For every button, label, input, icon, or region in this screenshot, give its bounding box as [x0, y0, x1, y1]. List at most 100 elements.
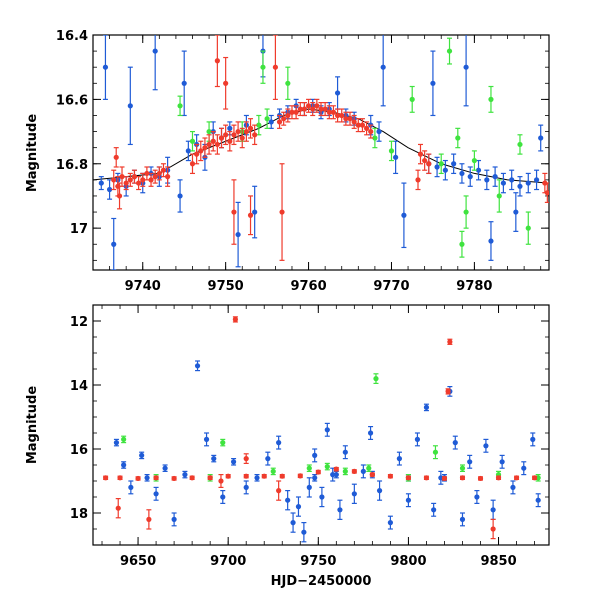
top-red-point	[206, 134, 212, 155]
top-red-point	[279, 163, 285, 261]
bottom-red-point	[135, 475, 141, 482]
top-red-point	[339, 108, 345, 123]
top-red-point	[223, 56, 229, 110]
bottom-blue-point	[351, 483, 357, 504]
bottom-blue-point	[342, 445, 348, 460]
top-blue-point	[451, 153, 457, 175]
bottom-red-point	[351, 468, 357, 474]
top-red-point	[148, 172, 154, 187]
bottom-red-point	[276, 480, 282, 501]
bottom-blue-point	[376, 480, 383, 501]
top-green-point	[525, 211, 531, 245]
top-green-point	[264, 108, 270, 129]
bottom-red-point	[531, 475, 538, 481]
bottom-green-point	[306, 464, 312, 472]
bottom-red-point	[103, 475, 109, 481]
top-red-point	[330, 105, 337, 120]
bottom-red-point	[387, 473, 393, 479]
bottom-red-point	[218, 474, 224, 488]
bottom-green-point	[270, 467, 276, 476]
top-blue-point	[185, 140, 191, 162]
top-green-point	[372, 127, 378, 149]
bottom-blue-point	[483, 438, 489, 453]
bottom-blue-point	[194, 360, 201, 372]
bottom-y-tick-label: 16	[70, 443, 88, 458]
top-red-point	[136, 176, 142, 191]
bottom-blue-point	[276, 435, 282, 450]
bottom-blue-point	[333, 470, 339, 479]
bottom-red-point	[243, 453, 249, 464]
bottom-red-point	[261, 473, 267, 479]
top-red-point	[426, 153, 432, 175]
bottom-blue-point	[295, 496, 302, 517]
top-blue-point	[393, 140, 399, 175]
top-blue-point	[401, 182, 407, 249]
bottom-blue-point	[312, 448, 318, 463]
top-red-point	[351, 114, 357, 129]
top-red-point	[144, 166, 150, 181]
bottom-blue-point	[312, 474, 318, 482]
top-blue-point	[102, 35, 109, 100]
top-blue-point	[492, 166, 498, 187]
top-blue-point	[434, 156, 440, 178]
bottom-red-point	[315, 469, 321, 475]
bottom-green-point	[432, 445, 439, 460]
bottom-blue-point	[405, 493, 412, 508]
bottom-red-point	[225, 473, 231, 479]
bottom-y-tick-label: 14	[70, 379, 88, 394]
bottom-blue-point	[535, 493, 541, 508]
bottom-blue-point	[306, 477, 312, 498]
top-blue-point	[111, 217, 117, 270]
top-red-point	[544, 182, 549, 203]
bottom-blue-point	[113, 438, 120, 447]
top-green-point	[388, 140, 395, 162]
top-blue-point	[376, 121, 382, 142]
bottom-red-point	[445, 388, 451, 395]
top-data-layer	[93, 35, 549, 270]
top-green-point	[446, 37, 453, 65]
top-red-point	[111, 169, 117, 191]
top-red-point	[218, 127, 225, 149]
bottom-red-point	[441, 475, 448, 482]
top-red-point	[156, 166, 162, 181]
bottom-red-point	[513, 475, 520, 481]
bottom-blue-point	[153, 486, 159, 501]
top-red-point	[116, 182, 123, 210]
top-red-point	[123, 176, 129, 191]
bottom-red-point	[232, 316, 238, 323]
bottom-axis-ticks: 9650 9700 9750 9800 9850 12 14 16 18	[70, 304, 549, 569]
bottom-blue-point	[290, 512, 296, 533]
bottom-blue-point	[254, 474, 260, 482]
bottom-blue-point	[337, 499, 343, 521]
bottom-blue-point	[452, 435, 458, 450]
bottom-data-layer	[103, 316, 541, 543]
bottom-red-point	[117, 475, 123, 481]
bottom-blue-point	[301, 521, 307, 543]
top-y-tick-label: 17	[70, 222, 88, 237]
top-green-point	[517, 134, 523, 155]
top-red-point	[127, 172, 133, 187]
bottom-red-point	[243, 473, 249, 479]
top-red-point	[247, 118, 254, 139]
top-red-point	[368, 124, 374, 139]
bottom-green-point	[366, 464, 372, 472]
top-blue-point	[235, 201, 241, 268]
top-blue-point	[525, 172, 531, 194]
bottom-red-point	[297, 473, 303, 479]
bottom-blue-point	[490, 499, 496, 521]
top-red-point	[227, 130, 233, 152]
bottom-blue-point	[367, 426, 374, 440]
top-red-point	[231, 179, 237, 245]
top-blue-point	[380, 35, 386, 107]
top-x-tick-label: 9740	[125, 279, 161, 294]
bottom-blue-point	[530, 432, 536, 447]
top-green-point	[471, 150, 477, 171]
bottom-blue-point	[459, 512, 466, 527]
bottom-red-point	[447, 338, 453, 345]
top-blue-point	[98, 176, 104, 191]
top-red-point	[415, 169, 421, 191]
top-blue-point	[475, 159, 482, 181]
top-red-point	[293, 105, 299, 120]
bottom-x-tick-label: 9800	[390, 554, 426, 569]
top-blue-point	[442, 159, 448, 181]
